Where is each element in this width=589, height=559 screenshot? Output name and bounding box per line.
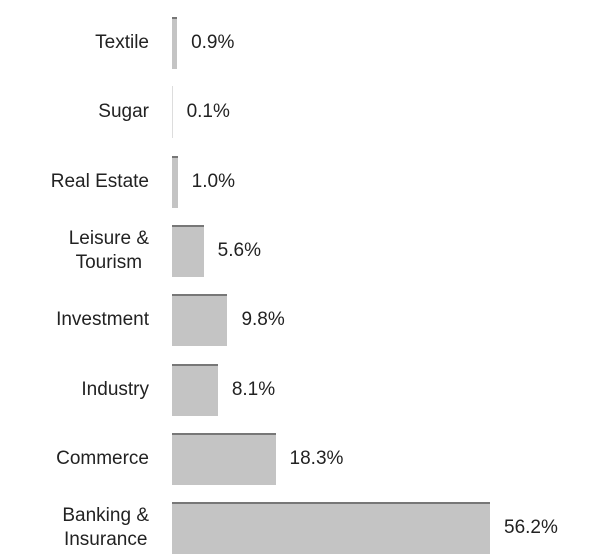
value-label: 0.1% — [186, 101, 230, 123]
value-label: 9.8% — [241, 309, 285, 331]
bar — [172, 502, 490, 555]
bar — [172, 17, 178, 69]
category-text: Textile — [95, 32, 149, 53]
bar — [172, 86, 173, 139]
value-label: 56.2% — [504, 517, 558, 539]
bar — [172, 155, 178, 208]
value-label: 5.6% — [217, 239, 261, 261]
category-label: Sugar — [0, 82, 149, 142]
category-text: Real Estate — [50, 170, 149, 192]
category-label: Leisure & Tourism — [0, 221, 149, 281]
value-label: 18.3% — [289, 447, 344, 469]
bar — [172, 363, 218, 416]
value-label: 1.0% — [191, 170, 235, 192]
category-text: Industry — [81, 378, 149, 400]
category-text: Commerce — [56, 447, 149, 469]
bar — [172, 294, 228, 347]
bar — [172, 224, 204, 277]
category-label: Commerce — [0, 429, 149, 489]
category-label: Banking & Insurance — [0, 498, 149, 558]
value-label: 0.9% — [191, 32, 235, 53]
value-label: 8.1% — [231, 378, 276, 400]
category-label: Industry — [0, 360, 149, 420]
category-text: Leisure & Tourism — [68, 227, 149, 273]
category-label: Textile — [0, 13, 149, 73]
category-label: Investment — [0, 290, 149, 350]
category-text: Banking & Insurance — [62, 505, 149, 551]
bar — [172, 432, 276, 485]
category-text: Investment — [56, 309, 149, 331]
category-text: Sugar — [98, 101, 149, 123]
category-label: Real Estate — [0, 152, 149, 212]
